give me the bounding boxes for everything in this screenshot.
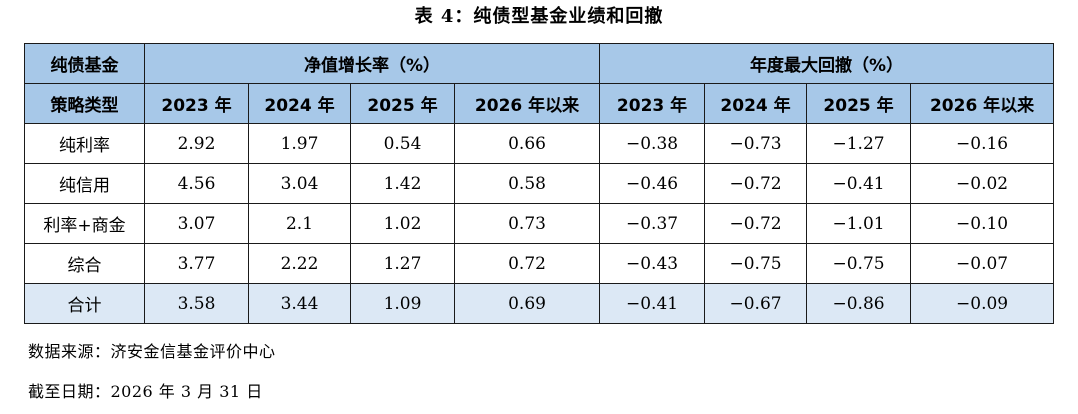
row-label: 合计 bbox=[24, 283, 145, 324]
year-header-nav: 2025 年 bbox=[350, 83, 455, 124]
nav-cell: 4.56 bbox=[144, 163, 249, 204]
drawdown-cell: −0.41 bbox=[806, 163, 912, 204]
year-header-nav: 2023 年 bbox=[144, 83, 249, 124]
drawdown-cell: −0.72 bbox=[704, 203, 808, 244]
drawdown-cell: −0.67 bbox=[704, 283, 808, 324]
drawdown-cell: −0.46 bbox=[599, 163, 706, 204]
drawdown-cell: −0.73 bbox=[704, 123, 808, 164]
header-row-groups: 纯债基金 净值增长率（%） 年度最大回撤（%） bbox=[24, 43, 1055, 84]
nav-cell: 3.44 bbox=[248, 283, 351, 324]
nav-cell: 0.66 bbox=[453, 123, 601, 164]
corner-header-top: 纯债基金 bbox=[24, 43, 145, 84]
year-header-nav: 2024 年 bbox=[248, 83, 351, 124]
corner-header-bottom: 策略类型 bbox=[24, 83, 145, 124]
drawdown-cell: −0.02 bbox=[910, 163, 1055, 204]
drawdown-cell: −0.75 bbox=[806, 243, 912, 284]
table-row: 综合 3.77 2.22 1.27 0.72 −0.43 −0.75 −0.75… bbox=[24, 243, 1055, 284]
table-row: 利率+商金 3.07 2.1 1.02 0.73 −0.37 −0.72 −1.… bbox=[24, 203, 1055, 244]
drawdown-cell: −0.72 bbox=[704, 163, 808, 204]
nav-cell: 1.97 bbox=[248, 123, 351, 164]
drawdown-cell: −0.43 bbox=[599, 243, 706, 284]
nav-cell: 3.07 bbox=[144, 203, 249, 244]
drawdown-cell: −0.09 bbox=[910, 283, 1055, 324]
row-label: 利率+商金 bbox=[24, 203, 145, 244]
table-title: 表 4：纯债型基金业绩和回撤 bbox=[414, 6, 664, 27]
nav-cell: 1.09 bbox=[350, 283, 455, 324]
nav-cell: 2.22 bbox=[248, 243, 351, 284]
row-label: 纯利率 bbox=[24, 123, 145, 164]
drawdown-cell: −0.37 bbox=[599, 203, 706, 244]
group-header-nav-growth: 净值增长率（%） bbox=[143, 43, 601, 84]
drawdown-cell: −0.10 bbox=[910, 203, 1055, 244]
row-label: 综合 bbox=[24, 243, 145, 284]
nav-cell: 2.92 bbox=[144, 123, 249, 164]
year-header-dd: 2024 年 bbox=[704, 83, 808, 124]
drawdown-cell: −0.41 bbox=[599, 283, 706, 324]
data-source-note: 数据来源：济安金信基金评价中心 bbox=[28, 342, 276, 361]
nav-cell: 3.58 bbox=[144, 283, 249, 324]
year-header-dd: 2025 年 bbox=[806, 83, 912, 124]
row-label: 纯信用 bbox=[24, 163, 145, 204]
drawdown-cell: −1.27 bbox=[806, 123, 912, 164]
drawdown-cell: −0.38 bbox=[599, 123, 706, 164]
as-of-date-note: 截至日期：2026 年 3 月 31 日 bbox=[28, 382, 263, 401]
drawdown-cell: −0.75 bbox=[704, 243, 808, 284]
nav-cell: 0.58 bbox=[453, 163, 601, 204]
nav-cell: 0.72 bbox=[453, 243, 601, 284]
drawdown-cell: −0.86 bbox=[806, 283, 912, 324]
drawdown-cell: −0.07 bbox=[910, 243, 1055, 284]
group-header-max-drawdown: 年度最大回撤（%） bbox=[599, 43, 1055, 84]
nav-cell: 3.77 bbox=[144, 243, 249, 284]
table-row-total: 合计 3.58 3.44 1.09 0.69 −0.41 −0.67 −0.86… bbox=[24, 283, 1055, 324]
performance-table: 纯债基金 净值增长率（%） 年度最大回撤（%） 策略类型 2023 年 2024… bbox=[24, 43, 1055, 324]
table-row: 纯信用 4.56 3.04 1.42 0.58 −0.46 −0.72 −0.4… bbox=[24, 163, 1055, 204]
nav-cell: 1.42 bbox=[350, 163, 455, 204]
nav-cell: 1.02 bbox=[350, 203, 455, 244]
nav-cell: 2.1 bbox=[248, 203, 351, 244]
year-header-dd: 2026 年以来 bbox=[910, 83, 1055, 124]
nav-cell: 0.73 bbox=[453, 203, 601, 244]
year-header-dd: 2023 年 bbox=[599, 83, 706, 124]
nav-cell: 0.69 bbox=[453, 283, 601, 324]
drawdown-cell: −1.01 bbox=[806, 203, 912, 244]
nav-cell: 0.54 bbox=[350, 123, 455, 164]
nav-cell: 1.27 bbox=[350, 243, 455, 284]
table-row: 纯利率 2.92 1.97 0.54 0.66 −0.38 −0.73 −1.2… bbox=[24, 123, 1055, 164]
nav-cell: 3.04 bbox=[248, 163, 351, 204]
year-header-nav: 2026 年以来 bbox=[453, 83, 601, 124]
drawdown-cell: −0.16 bbox=[910, 123, 1055, 164]
header-row-years: 策略类型 2023 年 2024 年 2025 年 2026 年以来 2023 … bbox=[24, 83, 1055, 124]
